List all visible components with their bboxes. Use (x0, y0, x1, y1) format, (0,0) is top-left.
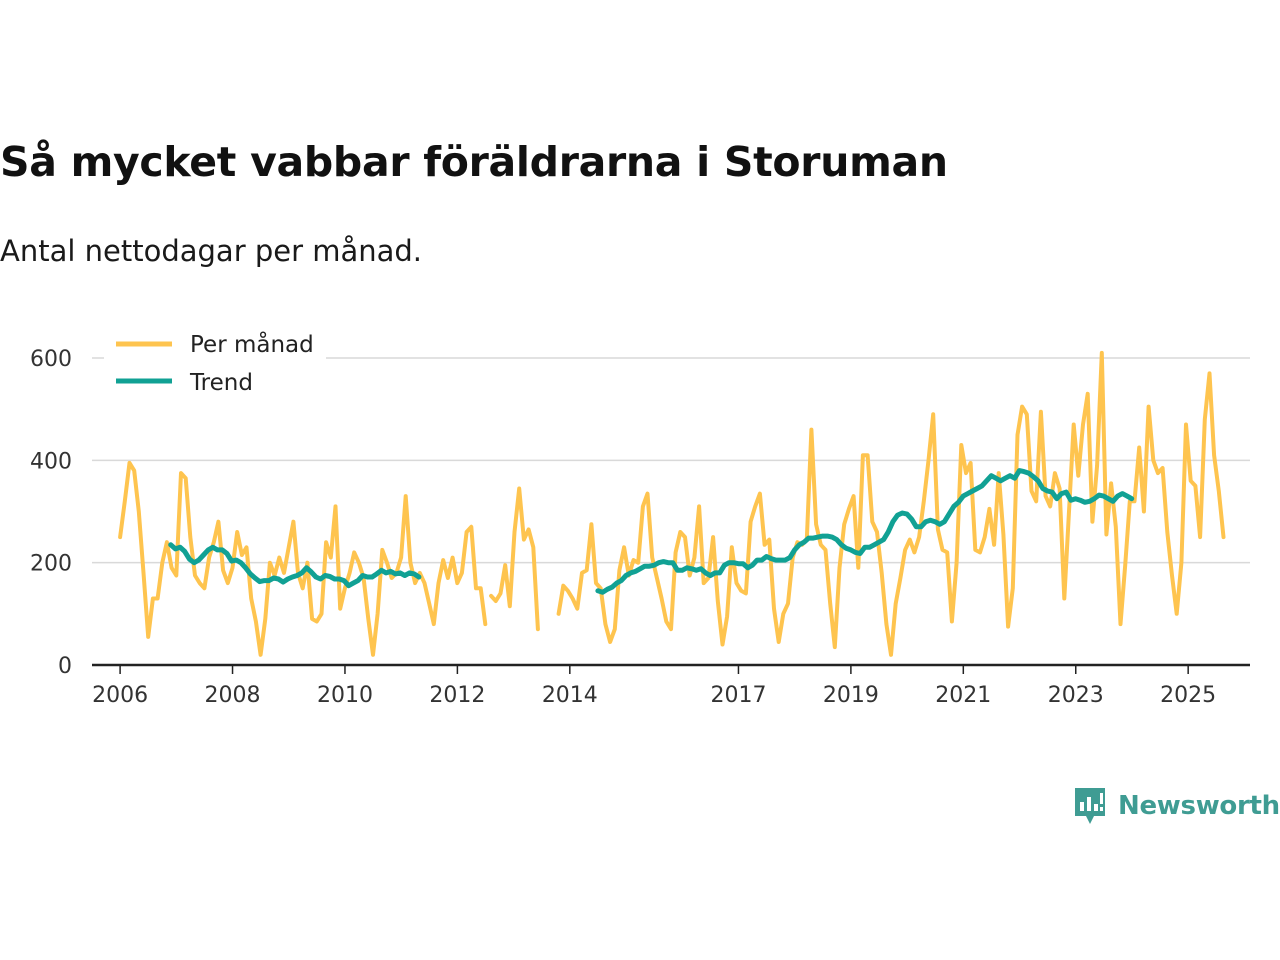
newsworthy-logo: Newsworthy (1072, 786, 1280, 826)
legend: Per månad Trend (104, 326, 326, 406)
newsworthy-logo-text: Newsworthy (1118, 791, 1280, 821)
x-tick-label: 2010 (317, 683, 373, 708)
x-tick-label: 2025 (1160, 683, 1216, 708)
page-title: Så mycket vabbar föräldrarna i Storuman (0, 138, 948, 186)
y-axis-ticks: 0 200 400 600 (30, 347, 72, 679)
series-line-trend-segment-0 (168, 542, 422, 589)
x-tick-label: 2021 (935, 683, 991, 708)
y-tick-label: 0 (58, 654, 72, 679)
series-lines (118, 350, 1226, 657)
y-tick-label: 600 (30, 347, 72, 372)
y-tick-label: 400 (30, 449, 72, 474)
legend-label-trend: Trend (189, 370, 253, 396)
series-line-per-manad-segment-2 (556, 350, 1226, 657)
x-axis-ticks: 2006 2008 2010 2012 2014 2017 2019 2021 2023 2025 (92, 665, 1216, 708)
x-tick-label: 2006 (92, 683, 148, 708)
newsworthy-logo-icon (1075, 788, 1105, 824)
series-line-per-manad-segment-0 (118, 460, 488, 657)
legend-label-per-manad: Per månad (190, 330, 314, 358)
x-tick-label: 2017 (710, 683, 766, 708)
x-tick-label: 2019 (823, 683, 879, 708)
x-tick-label: 2012 (429, 683, 485, 708)
page-subtitle: Antal nettodagar per månad. (0, 234, 423, 268)
series-line-trend-segment-1 (595, 468, 1135, 595)
x-tick-label: 2023 (1048, 683, 1104, 708)
y-tick-label: 200 (30, 552, 72, 577)
legend-background (104, 326, 326, 406)
x-tick-label: 2014 (542, 683, 598, 708)
series-line-per-manad-segment-1 (489, 486, 540, 632)
x-tick-label: 2008 (205, 683, 261, 708)
